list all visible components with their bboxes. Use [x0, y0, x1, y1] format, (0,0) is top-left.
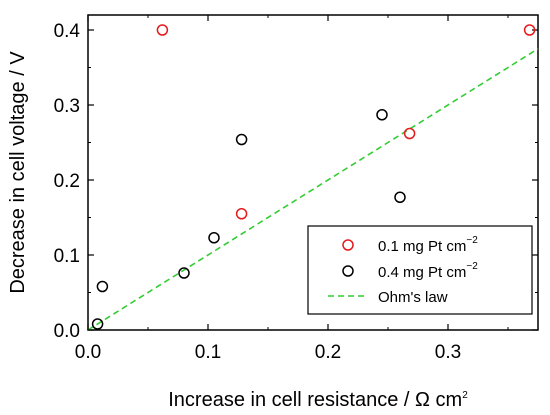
- x-axis-title: Increase in cell resistance / Ω cm2: [168, 389, 468, 411]
- point-0.4mg: [91, 318, 104, 330]
- point-0.1mg: [235, 208, 248, 220]
- y-tick-label: 0.4: [54, 21, 81, 42]
- plot-area-frame: [87, 14, 539, 331]
- y-tick-label: 0.0: [54, 321, 80, 342]
- point-0.1mg: [523, 24, 536, 36]
- point-0.1mg: [403, 127, 416, 140]
- legend-marker-0.1mg: [342, 239, 354, 251]
- legend-label-0.4mg: 0.4 mg Pt cm−2: [378, 261, 478, 281]
- y-axis-title: Decrease in cell voltage / V: [7, 51, 29, 294]
- point-0.4mg: [394, 191, 406, 203]
- x-tick-label: 0.1: [195, 342, 221, 363]
- point-0.1mg: [156, 24, 169, 36]
- point-0.4mg: [96, 280, 109, 293]
- legend-label-0.1mg: 0.1 mg Pt cm−2: [378, 235, 478, 255]
- legend-marker-0.4mg: [342, 265, 354, 277]
- point-0.4mg: [235, 133, 248, 146]
- y-tick-label: 0.2: [54, 171, 80, 192]
- x-tick-label: 0.3: [435, 342, 461, 363]
- point-0.4mg: [208, 232, 220, 244]
- point-0.4mg: [376, 109, 388, 121]
- ohms-law-line: [87, 48, 539, 331]
- x-tick-label: 0.0: [75, 342, 101, 363]
- y-tick-label: 0.1: [54, 246, 80, 267]
- x-tick-label: 0.2: [315, 342, 341, 363]
- legend-label-ohms-law: Ohm's law: [378, 289, 448, 306]
- point-0.4mg: [178, 267, 190, 279]
- y-tick-label: 0.3: [54, 96, 80, 117]
